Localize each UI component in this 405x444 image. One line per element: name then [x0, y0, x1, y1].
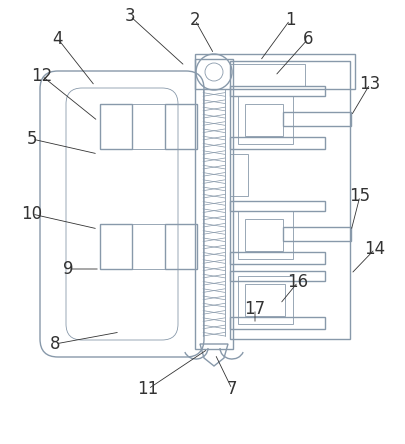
Text: 3: 3	[124, 7, 135, 25]
Text: 10: 10	[21, 205, 43, 223]
Bar	[230, 61, 349, 339]
Text: 15: 15	[349, 187, 370, 205]
Bar	[164, 224, 196, 269]
Text: 9: 9	[63, 260, 73, 278]
Bar	[282, 112, 350, 126]
Bar	[230, 154, 247, 196]
Bar	[230, 86, 324, 96]
Bar	[230, 271, 324, 281]
Text: 7: 7	[226, 380, 237, 398]
Bar	[244, 284, 284, 316]
Bar	[164, 104, 196, 149]
Bar	[237, 96, 292, 144]
Bar	[230, 64, 304, 86]
Text: 13: 13	[358, 75, 380, 93]
Text: 5: 5	[27, 130, 37, 148]
Bar	[194, 59, 232, 349]
Text: 11: 11	[137, 380, 158, 398]
Text: 8: 8	[50, 335, 60, 353]
Text: 4: 4	[53, 30, 63, 48]
Bar	[230, 137, 324, 149]
Text: 1: 1	[284, 11, 294, 29]
Bar	[100, 104, 132, 149]
Text: 2: 2	[189, 11, 200, 29]
Text: 16: 16	[287, 273, 308, 291]
Bar	[230, 252, 324, 264]
Text: 6: 6	[302, 30, 313, 48]
Bar	[244, 104, 282, 136]
Bar	[237, 211, 292, 259]
Bar	[237, 276, 292, 324]
Text: 17: 17	[244, 300, 265, 318]
Text: 12: 12	[31, 67, 53, 85]
Text: 14: 14	[364, 240, 385, 258]
Bar	[100, 224, 132, 269]
Bar	[194, 54, 354, 89]
Bar	[230, 201, 324, 211]
Bar	[282, 227, 350, 241]
Bar	[244, 219, 282, 251]
Bar	[230, 317, 324, 329]
